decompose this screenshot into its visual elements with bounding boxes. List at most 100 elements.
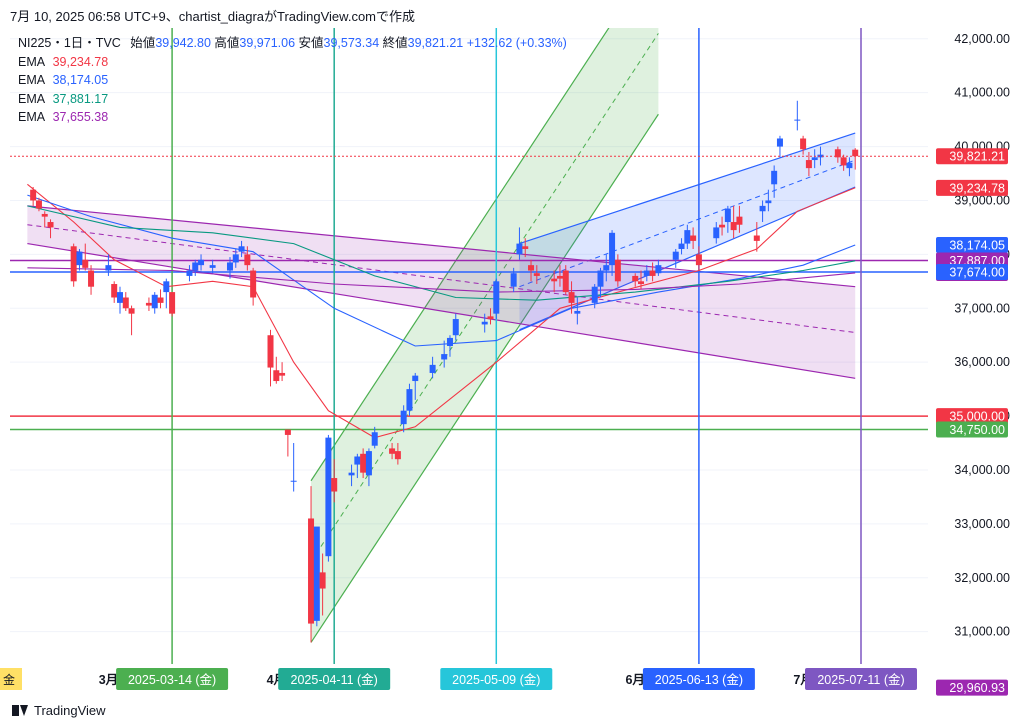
candle-body[interactable] xyxy=(313,526,320,621)
candle-body[interactable] xyxy=(400,410,407,425)
candle-body[interactable] xyxy=(145,302,152,306)
candle-body[interactable] xyxy=(406,389,413,411)
ema-line[interactable] xyxy=(27,194,856,347)
candle-body[interactable] xyxy=(35,200,42,209)
candle-body[interactable] xyxy=(522,246,529,249)
candle-body[interactable] xyxy=(325,437,332,557)
ema-line[interactable] xyxy=(27,205,856,301)
candle-body[interactable] xyxy=(186,270,193,276)
candle-body[interactable] xyxy=(846,162,853,169)
candle-body[interactable] xyxy=(250,270,257,298)
channel-upper-line[interactable] xyxy=(310,0,658,482)
candle-body[interactable] xyxy=(852,149,859,157)
candle-body[interactable] xyxy=(719,224,726,228)
candle-body[interactable] xyxy=(811,157,818,161)
candle-body[interactable] xyxy=(638,281,645,285)
channel-upper-line[interactable] xyxy=(27,205,856,288)
candle-body[interactable] xyxy=(724,208,731,223)
legend-ema-row[interactable]: EMA 37,655.38 xyxy=(18,108,567,127)
candle-body[interactable] xyxy=(493,281,500,314)
candle-body[interactable] xyxy=(690,235,697,241)
candle-body[interactable] xyxy=(429,364,436,373)
candle-body[interactable] xyxy=(238,246,245,252)
candle-body[interactable] xyxy=(267,335,274,368)
candle-body[interactable] xyxy=(82,259,89,268)
candle-body[interactable] xyxy=(516,243,523,255)
candle-body[interactable] xyxy=(510,273,517,287)
channel-upper-line[interactable] xyxy=(519,132,856,245)
candle-body[interactable] xyxy=(574,310,581,314)
candle-body[interactable] xyxy=(678,243,685,249)
candle-body[interactable] xyxy=(360,453,367,473)
candle-body[interactable] xyxy=(713,227,720,239)
candle-body[interactable] xyxy=(209,265,216,268)
candle-body[interactable] xyxy=(348,472,355,476)
candle-body[interactable] xyxy=(88,270,95,287)
candle-body[interactable] xyxy=(556,275,563,279)
symbol-label[interactable]: NI225・1日・TVC xyxy=(18,36,121,50)
candle-body[interactable] xyxy=(111,284,118,298)
candle-body[interactable] xyxy=(800,138,807,150)
candle-body[interactable] xyxy=(365,451,372,476)
candle-body[interactable] xyxy=(226,262,233,271)
candle-body[interactable] xyxy=(290,480,297,482)
candle-body[interactable] xyxy=(279,372,286,376)
candle-body[interactable] xyxy=(487,316,494,320)
channel-lower-line[interactable] xyxy=(27,243,856,379)
candle-body[interactable] xyxy=(70,246,77,282)
candle-body[interactable] xyxy=(128,308,135,314)
candle-body[interactable] xyxy=(157,297,164,303)
candle-body[interactable] xyxy=(192,262,199,271)
candle-body[interactable] xyxy=(603,265,610,271)
candle-body[interactable] xyxy=(244,254,251,266)
legend-ema-row[interactable]: EMA 37,881.17 xyxy=(18,90,567,109)
price-axis[interactable]: 31,000.0032,000.0033,000.0034,000.0035,0… xyxy=(954,32,1010,639)
candle-body[interactable] xyxy=(771,170,778,185)
candle-body[interactable] xyxy=(817,154,824,158)
candle-body[interactable] xyxy=(319,572,326,589)
candle-body[interactable] xyxy=(730,222,737,231)
candle-body[interactable] xyxy=(736,216,743,225)
candle-body[interactable] xyxy=(672,251,679,260)
candle-body[interactable] xyxy=(776,138,783,147)
candle-body[interactable] xyxy=(632,275,639,282)
candle-body[interactable] xyxy=(481,321,488,325)
candle-body[interactable] xyxy=(452,319,459,336)
candle-body[interactable] xyxy=(446,337,453,346)
candle-body[interactable] xyxy=(759,205,766,212)
channel-lower-line[interactable] xyxy=(310,113,659,643)
candle-body[interactable] xyxy=(655,265,662,274)
candle-body[interactable] xyxy=(834,149,841,158)
candle-body[interactable] xyxy=(394,451,401,460)
candle-body[interactable] xyxy=(412,375,419,382)
candle-body[interactable] xyxy=(794,119,801,121)
candle-body[interactable] xyxy=(284,429,291,435)
candle-body[interactable] xyxy=(643,270,650,276)
candle-body[interactable] xyxy=(30,189,37,201)
legend-ema-row[interactable]: EMA 39,234.78 xyxy=(18,53,567,72)
candle-body[interactable] xyxy=(805,160,812,169)
plot-area[interactable] xyxy=(10,0,928,688)
candle-body[interactable] xyxy=(331,478,338,492)
candle-body[interactable] xyxy=(273,370,280,382)
candle-body[interactable] xyxy=(840,157,847,166)
candle-body[interactable] xyxy=(47,222,54,228)
candle-body[interactable] xyxy=(308,518,315,624)
candle-body[interactable] xyxy=(169,292,176,314)
candle-body[interactable] xyxy=(609,232,616,266)
candle-body[interactable] xyxy=(116,292,123,303)
candle-body[interactable] xyxy=(76,251,83,266)
candle-body[interactable] xyxy=(528,265,535,271)
candle-body[interactable] xyxy=(198,259,205,266)
candle-body[interactable] xyxy=(151,294,158,309)
candle-body[interactable] xyxy=(354,456,361,465)
candle-body[interactable] xyxy=(684,230,691,244)
tradingview-brand[interactable]: TradingView xyxy=(12,703,106,718)
legend-ema-row[interactable]: EMA 38,174.05 xyxy=(18,71,567,90)
candle-body[interactable] xyxy=(597,270,604,287)
candle-body[interactable] xyxy=(533,273,540,276)
candle-body[interactable] xyxy=(551,278,558,282)
candle-body[interactable] xyxy=(765,200,772,204)
candle-body[interactable] xyxy=(753,235,760,241)
